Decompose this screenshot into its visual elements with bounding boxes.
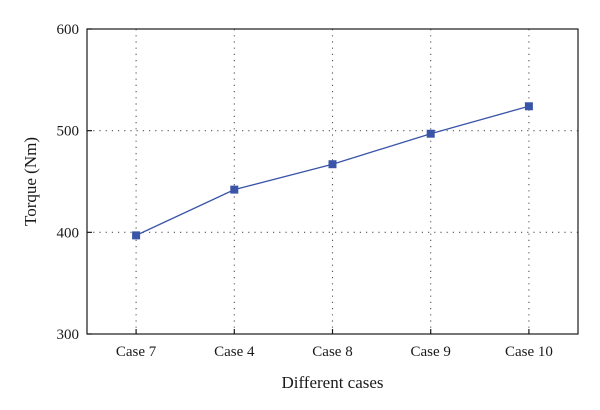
- data-point: [230, 185, 239, 194]
- plot-frame: [86, 28, 579, 335]
- x-tick-label: Case 4: [214, 344, 255, 360]
- x-tick-label: Case 10: [505, 344, 553, 360]
- x-tick-label: Case 9: [410, 344, 450, 360]
- y-tick-label: 500: [57, 124, 80, 140]
- x-tick-label: Case 7: [116, 344, 157, 360]
- axis-ticks: 300 400 500 600 Case 7 Case 4 Case 8 Case 9 Case…: [57, 22, 553, 360]
- x-axis-label: Different cases: [281, 373, 383, 392]
- y-axis-label: Torque (Nm): [21, 137, 40, 226]
- y-tick-label: 400: [57, 225, 80, 241]
- grid: [87, 29, 578, 334]
- data-point: [426, 129, 435, 138]
- data-point: [328, 160, 337, 169]
- series: [132, 102, 533, 240]
- y-tick-label: 600: [57, 22, 80, 38]
- x-tick-label: Case 8: [312, 344, 352, 360]
- data-point: [524, 102, 533, 111]
- data-point: [132, 231, 141, 240]
- y-tick-label: 300: [57, 327, 80, 343]
